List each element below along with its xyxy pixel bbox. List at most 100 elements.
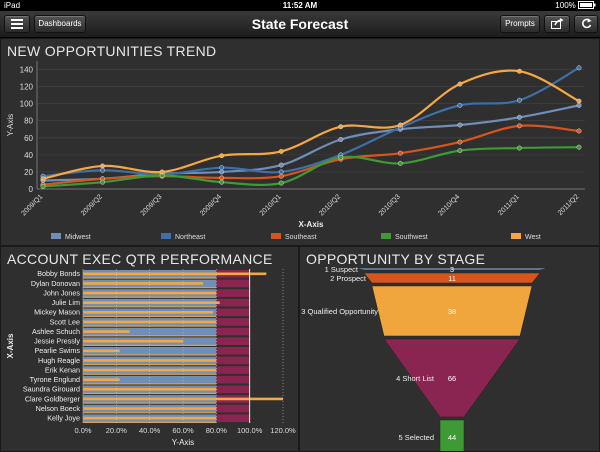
page-title: State Forecast [251,16,349,32]
account-category-label: John Jones [43,288,80,297]
battery-indicator: 100% [555,1,596,10]
trend-point [516,68,522,74]
trend-point [219,153,225,159]
trend-legend-swatch [271,233,281,239]
trend-y-tick: 40 [24,151,33,160]
carrier-label: iPad [4,1,21,10]
account-title: ACCOUNT EXEC QTR PERFORMANCE [7,251,273,267]
trend-point [159,169,165,175]
trend-series-line [42,66,580,178]
trend-point [219,169,225,175]
account-category-label: Hugh Reagle [38,356,80,365]
trend-point [338,137,344,142]
account-x-tick: 100.0% [237,426,263,435]
trend-point [219,175,225,181]
trend-y-tick: 0 [29,185,34,194]
account-separator-bar [83,402,217,404]
prompts-button[interactable]: Prompts [500,15,540,33]
account-separator-bar [83,296,217,298]
trend-point [40,183,46,189]
trend-y-tick: 80 [24,117,33,126]
account-x-tick: 40.0% [139,426,161,435]
trend-point [397,150,403,156]
funnel-stage-label: 4 Short List [396,374,435,383]
trend-point [278,149,284,154]
funnel-segment [363,272,541,284]
battery-icon [578,1,596,9]
trend-point [219,165,225,171]
account-target-bar [216,318,250,326]
account-separator-bar [83,315,217,318]
account-separator-bar [83,412,217,414]
trend-point [576,102,582,108]
trend-point [278,169,284,175]
account-separator-bar [83,277,217,279]
funnel-chart: 3 1 Suspect 11 2 Prospect 38 3 Qualified Oppo… [301,265,549,451]
trend-point [100,167,106,173]
trend-title: NEW OPPORTUNITIES TREND [7,43,217,59]
account-separator-bar [83,344,217,346]
account-category-label: Jessie Pressly [34,337,80,346]
trend-point [516,123,522,129]
funnel-value-label: 3 [450,265,454,274]
trend-x-tick: 2010/Q4 [437,193,461,217]
trend-point [278,162,284,168]
account-baseline-bar [83,375,217,384]
trend-point [457,148,463,154]
account-category-label: Ashlee Schuch [32,327,80,336]
trend-x-tick: 2009/Q1 [20,193,44,217]
funnel-stage-label: 5 Selected [399,433,434,442]
trend-x-tick: 2009/Q2 [80,193,104,217]
account-attainment-bar [83,282,203,285]
account-separator-bar [83,392,217,395]
clock: 11:52 AM [282,1,318,10]
trend-x-label: X-Axis [299,220,324,229]
trend-point [100,163,106,169]
account-target-bar [216,279,250,288]
trend-y-tick: 140 [20,66,34,75]
funnel-value-label: 66 [448,374,456,383]
account-target-bar [216,404,250,413]
funnel-segment [371,285,533,337]
trend-x-tick: 2009/Q3 [140,193,164,217]
account-separator-bar [83,354,217,356]
trend-point [100,179,106,185]
account-target-bar [216,298,250,307]
trend-x-tick: 2011/Q2 [557,193,581,217]
trend-point [397,160,403,166]
trend-y-tick: 120 [20,83,34,92]
account-category-label: Julie Lim [52,298,80,307]
account-category-label: Nelson Boeck [36,404,81,413]
account-category-label: Scott Lee [50,317,80,326]
account-x-tick: 120.0% [270,426,296,435]
trend-point [338,124,344,130]
funnel-segment [439,419,465,451]
trend-point [457,122,463,128]
account-target-bar [216,327,250,336]
trend-point [576,128,582,134]
account-attainment-bar [83,272,267,276]
funnel-segment [355,267,549,271]
account-category-label: Bobby Bonds [37,269,80,278]
account-target-bar [216,356,250,365]
account-attainment-bar [83,339,183,343]
funnel-stage-label: 2 Prospect [330,274,367,283]
account-attainment-bar [83,368,217,372]
account-attainment-bar [83,330,130,333]
refresh-button[interactable] [574,15,598,33]
dashboards-button[interactable]: Dashboards [34,15,86,33]
account-target-bar [216,289,250,297]
account-separator-bar [83,306,217,308]
status-bar: iPad 11:52 AM 100% [0,0,600,11]
menu-button[interactable] [4,15,30,33]
share-icon [550,18,563,29]
account-target-bar [216,375,250,384]
share-button[interactable] [544,15,570,33]
account-target-bar [216,414,250,422]
trend-legend-label: Midwest [65,234,91,241]
refresh-icon [581,18,591,29]
funnel-value-label: 11 [448,274,456,283]
trend-legend-swatch [161,233,171,239]
account-baseline-bar [83,327,217,336]
funnel-value-label: 44 [448,433,456,442]
